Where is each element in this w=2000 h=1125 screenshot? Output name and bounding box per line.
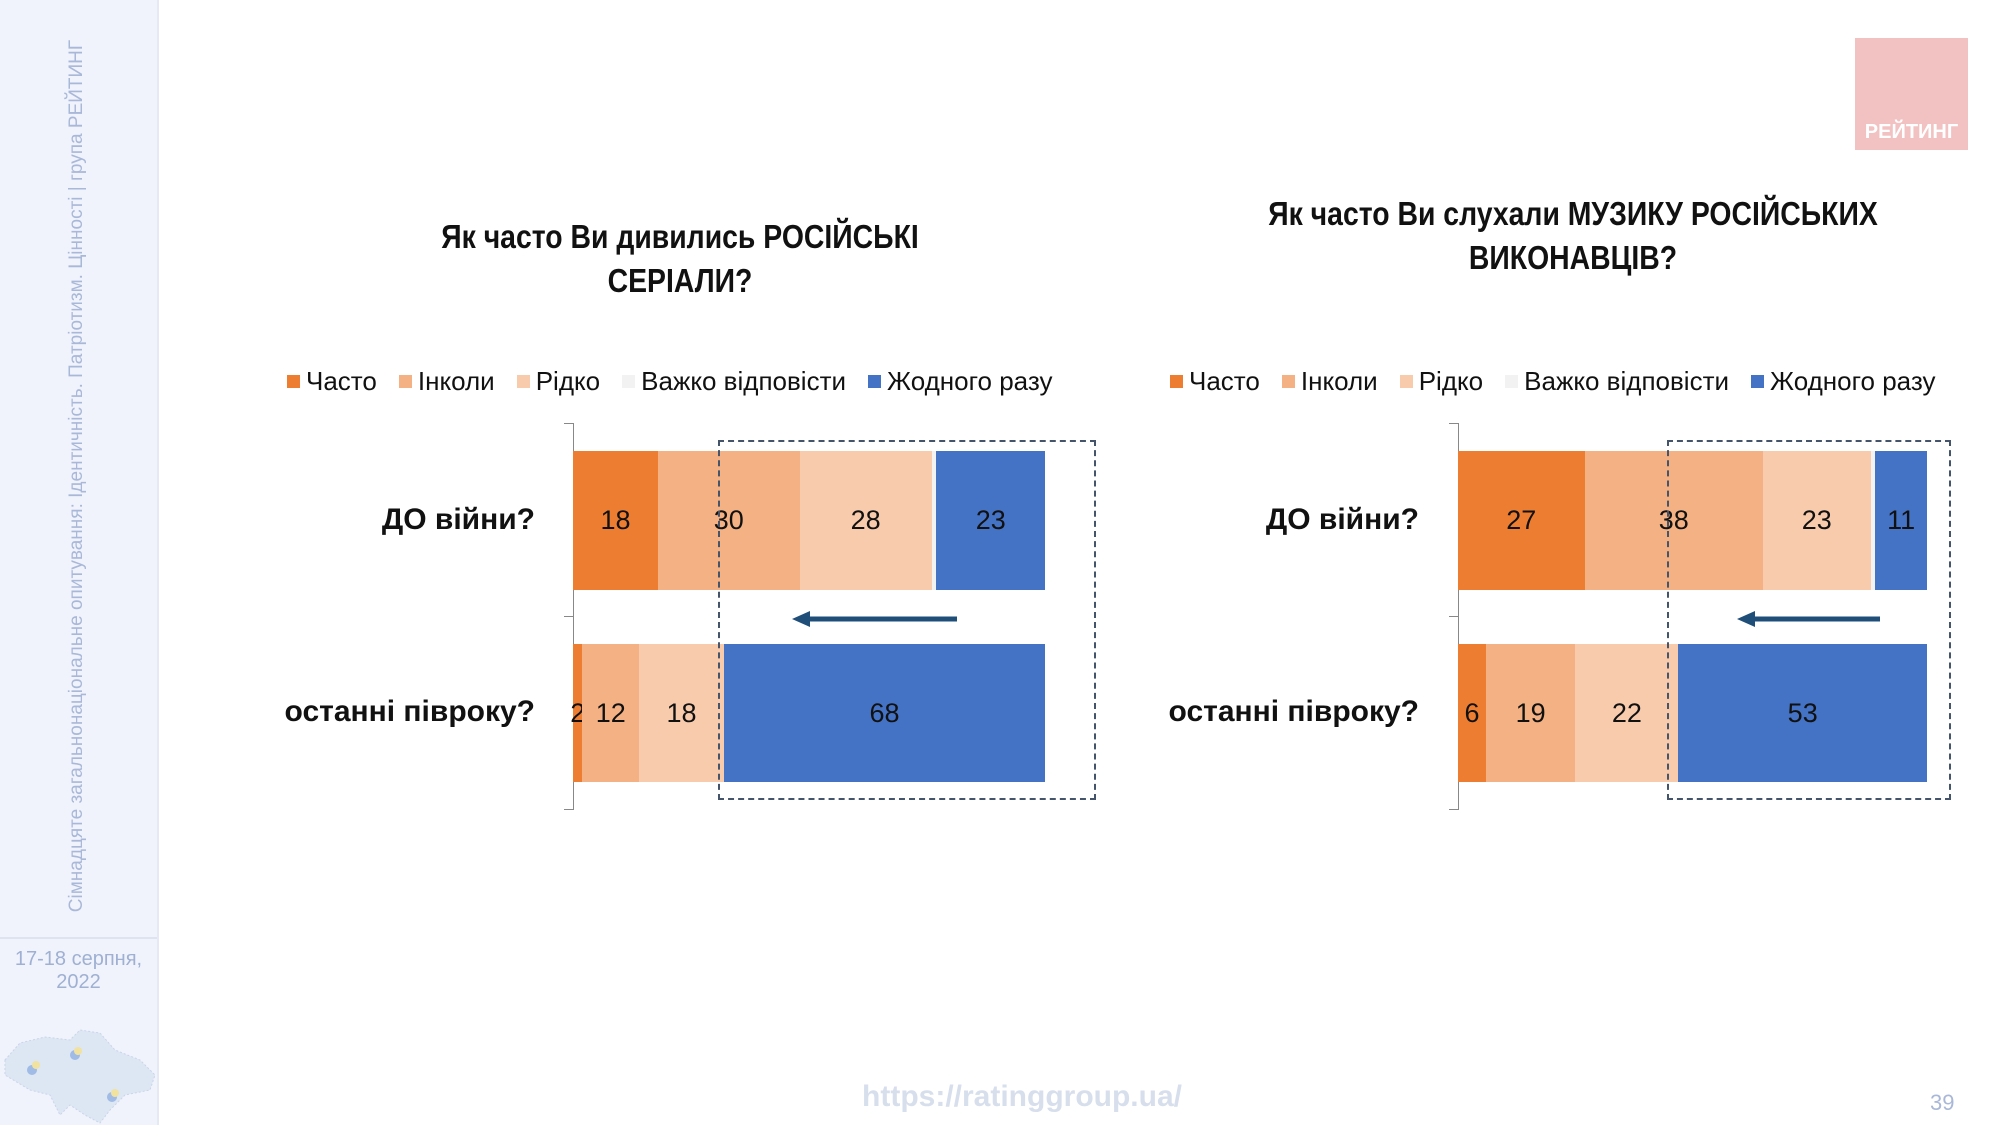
legend-item: Часто: [287, 366, 377, 397]
legend-item: Важко відповісти: [1505, 366, 1729, 397]
legend-label: Жодного разу: [1770, 366, 1936, 396]
logo-text: РЕЙТИНГ: [1864, 121, 1959, 143]
bar-segment: 23: [1762, 451, 1871, 590]
highlight-box: [718, 440, 1096, 800]
data-label: 38: [1658, 505, 1689, 535]
bar-segment: 68: [724, 644, 1045, 782]
legend-item: Жодного разу: [868, 366, 1052, 397]
bar-segment: 2: [570, 644, 586, 782]
legend-swatch: [287, 375, 300, 388]
data-label: 23: [975, 505, 1006, 535]
y-axis-tick: [1449, 423, 1458, 424]
rating-logo: РЕЙТИНГ: [1855, 38, 1968, 150]
data-label: 68: [869, 697, 900, 728]
footer-url[interactable]: https://ratinggroup.ua/: [862, 1080, 1182, 1113]
data-label: 18: [666, 697, 697, 728]
legend-swatch: [1281, 375, 1295, 388]
bar-segment: 53: [1678, 644, 1927, 782]
legend-item: Рідко: [516, 366, 601, 397]
legend-label: Часто: [1189, 366, 1260, 396]
data-label: 53: [1787, 697, 1818, 728]
legend-label: Часто: [306, 366, 377, 396]
legend-item: Інколи: [1281, 366, 1378, 397]
page-number: 39: [1930, 1090, 1955, 1115]
bar-segment: 30: [657, 451, 800, 590]
legend-item: Важко відповісти: [622, 366, 846, 397]
title-line1: Як часто Ви слухали МУЗИКУ РОСІЙСЬКИХ: [1268, 195, 1878, 232]
category-label: останні півроку?: [284, 695, 535, 728]
y-axis-tick: [1449, 809, 1458, 810]
legend-swatch: [398, 375, 412, 388]
legend-label: Важко відповісти: [1524, 366, 1730, 396]
y-axis-line: [573, 423, 574, 810]
bar-segment: 19: [1486, 644, 1576, 782]
bar-segment: [1870, 451, 1876, 590]
data-label: 27: [1506, 505, 1537, 535]
legend-swatch: [1170, 375, 1183, 388]
legend-swatch: [516, 375, 530, 388]
data-label: 12: [595, 697, 626, 728]
survey-date: 17-18 серпня, 2022: [0, 948, 157, 994]
title-line2: ВИКОНАВЦІВ?: [1468, 239, 1678, 276]
category-label: останні півроку?: [1168, 695, 1419, 728]
highlight-box: [1667, 440, 1951, 800]
bar-segment: 18: [639, 644, 725, 782]
category-label: ДО війни?: [381, 502, 535, 536]
data-label: 28: [850, 505, 881, 535]
legend-swatch: [1751, 375, 1765, 388]
legend-label: Важко відповісти: [641, 366, 847, 396]
y-axis-tick: [564, 809, 573, 810]
data-label: 23: [1801, 505, 1832, 535]
legend-swatch: [868, 375, 882, 388]
data-label: 22: [1611, 697, 1642, 728]
legend-label: Рідко: [535, 366, 601, 396]
data-label: 18: [600, 505, 631, 535]
legend-left: Часто Інколи Рідко Важко відповісти Жодного …: [287, 366, 1074, 397]
data-label: 2: [570, 697, 586, 728]
sidebar: Сімнадцяте загальнонаціональне опитуванн…: [0, 0, 159, 1125]
legend-swatch: [1505, 375, 1519, 388]
legend-label: Рідко: [1418, 366, 1484, 396]
legend-item: Часто: [1170, 366, 1260, 397]
bar-segment: 28: [799, 451, 932, 590]
date-line2: 2022: [56, 971, 101, 993]
legend-swatch: [1399, 375, 1413, 388]
data-label: 19: [1515, 697, 1546, 728]
ukraine-map-icon: [4, 1029, 156, 1124]
legend-swatch: [622, 375, 636, 388]
legend-item: Жодного разу: [1751, 366, 1935, 397]
survey-title-vertical: Сімнадцяте загальнонаціональне опитуванн…: [66, 39, 87, 913]
y-axis-line: [1458, 423, 1459, 810]
legend-label: Жодного разу: [887, 366, 1053, 396]
category-label: ДО війни?: [1265, 502, 1419, 536]
bar-segment: 18: [573, 451, 658, 590]
bar-segment: 38: [1584, 451, 1763, 590]
legend-item: Інколи: [398, 366, 495, 397]
chart-title-right: Як часто Ви слухали МУЗИКУ РОСІЙСЬКИХ ВИ…: [1229, 192, 1917, 280]
bar-segment: 11: [1875, 451, 1927, 590]
date-line1: 17-18 серпня,: [14, 948, 143, 970]
y-axis-tick: [1449, 616, 1458, 617]
bar-segment: 12: [582, 644, 640, 782]
y-axis-tick: [564, 423, 573, 424]
bar-segment: 27: [1458, 451, 1585, 590]
legend-right: Часто Інколи Рідко Важко відповісти Жодного …: [1170, 366, 1957, 397]
legend-label: Інколи: [1300, 366, 1378, 396]
y-axis-tick: [564, 616, 573, 617]
bar-segment: 23: [936, 451, 1045, 590]
bar-segment: 22: [1575, 644, 1679, 782]
data-label: 6: [1464, 697, 1480, 728]
legend-item: Рідко: [1399, 366, 1484, 397]
bar-segment: [931, 451, 937, 590]
legend-label: Інколи: [417, 366, 495, 396]
bar-segment: 6: [1458, 644, 1487, 782]
chart-title-left: Як часто Ви дивились РОСІЙСЬКІ СЕРІАЛИ?: [441, 218, 919, 299]
data-label: 11: [1887, 505, 1916, 535]
divider: [0, 937, 157, 939]
